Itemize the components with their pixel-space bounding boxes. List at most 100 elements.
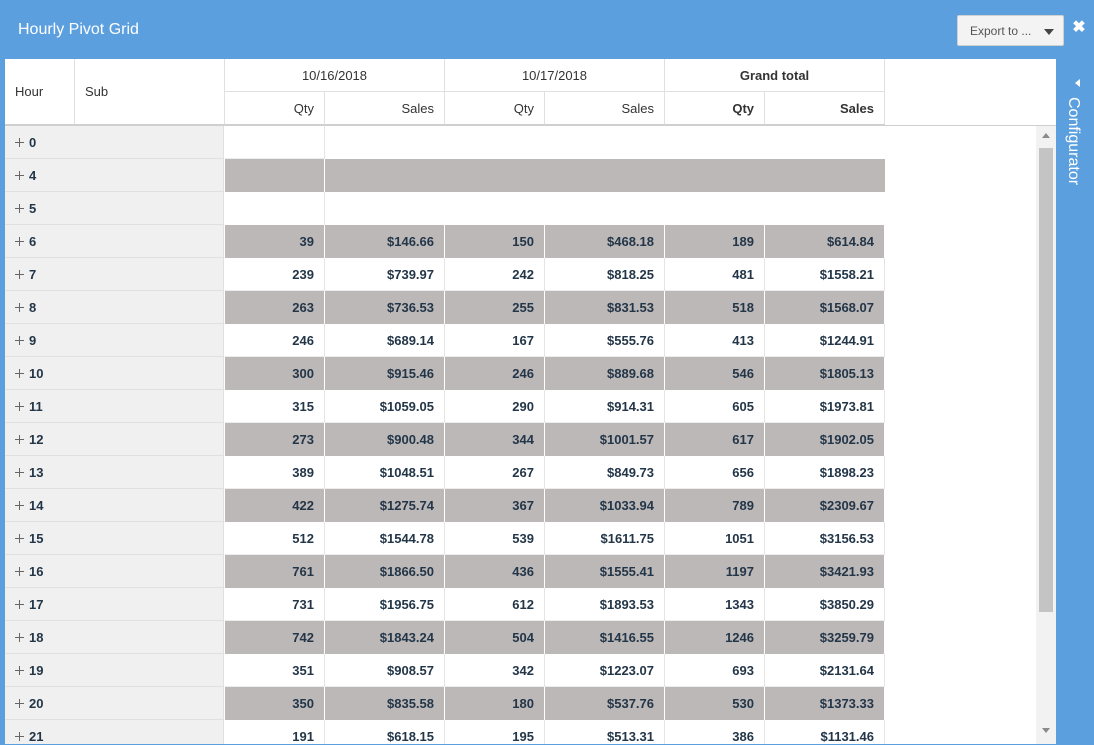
row-header[interactable]: 13 xyxy=(5,456,224,489)
data-cell: $908.57 xyxy=(325,654,445,687)
row-header[interactable]: 9 xyxy=(5,324,224,357)
export-dropdown-button[interactable]: Export to ... xyxy=(957,15,1064,46)
data-cell: $900.48 xyxy=(325,423,445,456)
expand-plus-icon[interactable] xyxy=(15,468,24,477)
expand-plus-icon[interactable] xyxy=(15,732,24,741)
expand-plus-icon[interactable] xyxy=(15,435,24,444)
measure-header-qty-total[interactable]: Qty xyxy=(665,92,765,125)
row-header[interactable]: 11 xyxy=(5,390,224,423)
data-cell: $1902.05 xyxy=(765,423,885,456)
row-header[interactable]: 19 xyxy=(5,654,224,687)
row-header[interactable]: 16 xyxy=(5,555,224,588)
data-cell: 512 xyxy=(225,522,325,555)
table-row: 10 300 $915.46 246 $889.68 546 $1805.13 xyxy=(5,357,885,390)
table-row: 17 731 $1956.75 612 $1893.53 1343 $3850.… xyxy=(5,588,885,621)
data-cell: 436 xyxy=(445,555,545,588)
measure-header-qty[interactable]: Qty xyxy=(445,92,545,125)
row-label: 17 xyxy=(29,597,44,612)
expand-plus-icon[interactable] xyxy=(15,567,24,576)
data-cell: 617 xyxy=(665,423,765,456)
column-header-grand-total[interactable]: Grand total xyxy=(665,59,885,92)
expand-plus-icon[interactable] xyxy=(15,204,24,213)
data-cell: $849.73 xyxy=(545,456,665,489)
table-row: 21 191 $618.15 195 $513.31 386 $1131.46 xyxy=(5,720,885,744)
row-header[interactable]: 8 xyxy=(5,291,224,324)
row-header[interactable]: 15 xyxy=(5,522,224,555)
data-cell: $614.84 xyxy=(765,225,885,258)
data-cell: $818.25 xyxy=(545,258,665,291)
row-header[interactable]: 5 xyxy=(5,192,224,225)
data-cell: 731 xyxy=(225,588,325,621)
row-header[interactable]: 10 xyxy=(5,357,224,390)
column-header-date-1[interactable]: 10/16/2018 xyxy=(225,59,445,92)
vertical-scrollbar[interactable] xyxy=(1036,126,1056,744)
expand-plus-icon[interactable] xyxy=(15,270,24,279)
row-field-sub[interactable]: Sub xyxy=(75,59,225,125)
data-cell: $914.31 xyxy=(545,390,665,423)
table-row: 19 351 $908.57 342 $1223.07 693 $2131.64 xyxy=(5,654,885,687)
table-row: 18 742 $1843.24 504 $1416.55 1246 $3259.… xyxy=(5,621,885,654)
expand-plus-icon[interactable] xyxy=(15,138,24,147)
scrollbar-thumb[interactable] xyxy=(1039,148,1053,612)
data-cell: 693 xyxy=(665,654,765,687)
data-cell: 342 xyxy=(445,654,545,687)
expand-plus-icon[interactable] xyxy=(15,336,24,345)
row-header[interactable]: 21 xyxy=(5,720,224,744)
data-cell: 246 xyxy=(445,357,545,390)
row-header[interactable]: 14 xyxy=(5,489,224,522)
table-row: 6 39 $146.66 150 $468.18 189 $614.84 xyxy=(5,225,885,258)
measure-header-sales[interactable]: Sales xyxy=(545,92,665,125)
expand-plus-icon[interactable] xyxy=(15,303,24,312)
row-label: 8 xyxy=(29,300,37,315)
row-header[interactable]: 20 xyxy=(5,687,224,720)
row-label: 19 xyxy=(29,663,44,678)
measure-header-qty[interactable]: Qty xyxy=(225,92,325,125)
table-row: 15 512 $1544.78 539 $1611.75 1051 $3156.… xyxy=(5,522,885,555)
scroll-up-arrow-icon[interactable] xyxy=(1042,133,1050,138)
table-row: 9 246 $689.14 167 $555.76 413 $1244.91 xyxy=(5,324,885,357)
expand-plus-icon[interactable] xyxy=(15,699,24,708)
measure-header-sales[interactable]: Sales xyxy=(325,92,445,125)
data-cell: 789 xyxy=(665,489,765,522)
expand-plus-icon[interactable] xyxy=(15,369,24,378)
data-cell: $1544.78 xyxy=(325,522,445,555)
table-row: 13 389 $1048.51 267 $849.73 656 $1898.23 xyxy=(5,456,885,489)
data-cell: $835.58 xyxy=(325,687,445,720)
data-cell: 39 xyxy=(225,225,325,258)
table-row: 20 350 $835.58 180 $537.76 530 $1373.33 xyxy=(5,687,885,720)
data-cell: $2131.64 xyxy=(765,654,885,687)
data-cell: $537.76 xyxy=(545,687,665,720)
data-cell: 1343 xyxy=(665,588,765,621)
configurator-panel-toggle[interactable]: Configurator xyxy=(1056,59,1093,744)
expand-plus-icon[interactable] xyxy=(15,402,24,411)
data-cell: 504 xyxy=(445,621,545,654)
row-header[interactable]: 18 xyxy=(5,621,224,654)
row-header[interactable]: 4 xyxy=(5,159,224,192)
data-cell: 413 xyxy=(665,324,765,357)
row-header[interactable]: 0 xyxy=(5,126,224,159)
data-cell: $618.15 xyxy=(325,720,445,744)
column-header-date-2[interactable]: 10/17/2018 xyxy=(445,59,665,92)
window-title: Hourly Pivot Grid xyxy=(18,21,139,38)
expand-plus-icon[interactable] xyxy=(15,501,24,510)
row-field-hour[interactable]: Hour xyxy=(5,59,75,125)
expand-plus-icon[interactable] xyxy=(15,600,24,609)
expand-plus-icon[interactable] xyxy=(15,237,24,246)
row-header[interactable]: 6 xyxy=(5,225,224,258)
data-cell: $513.31 xyxy=(545,720,665,744)
data-cell: 605 xyxy=(665,390,765,423)
expand-plus-icon[interactable] xyxy=(15,633,24,642)
data-cell: $1973.81 xyxy=(765,390,885,423)
close-icon[interactable]: ✖ xyxy=(1072,19,1086,36)
data-cell: 255 xyxy=(445,291,545,324)
data-cell: $3259.79 xyxy=(765,621,885,654)
row-header[interactable]: 12 xyxy=(5,423,224,456)
row-header[interactable]: 7 xyxy=(5,258,224,291)
expand-plus-icon[interactable] xyxy=(15,171,24,180)
export-label: Export to ... xyxy=(970,24,1032,38)
scroll-down-arrow-icon[interactable] xyxy=(1042,728,1050,733)
measure-header-sales-total[interactable]: Sales xyxy=(765,92,885,125)
expand-plus-icon[interactable] xyxy=(15,534,24,543)
row-header[interactable]: 17 xyxy=(5,588,224,621)
expand-plus-icon[interactable] xyxy=(15,666,24,675)
